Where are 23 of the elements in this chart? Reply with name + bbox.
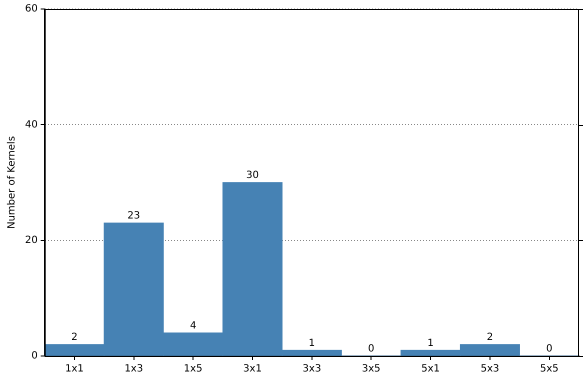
y-axis-title: Number of Kernels [6, 136, 18, 229]
x-tick-label: 1x3 [124, 364, 144, 375]
x-tick-label: 1x5 [184, 364, 202, 375]
data-label: 23 [127, 210, 140, 222]
y-tick-label: 0 [31, 350, 38, 362]
x-tick-label: 5x3 [480, 364, 500, 375]
x-tick-label: 1x1 [65, 364, 84, 375]
data-label: 0 [368, 344, 374, 355]
y-tick-label: 40 [24, 119, 38, 130]
y-tick-label: 60 [24, 4, 38, 15]
x-tick-label: 3x5 [362, 364, 381, 375]
y-tick-label: 20 [24, 234, 38, 246]
x-tick-label: 3x3 [302, 364, 322, 375]
x-tick-label: 5x5 [540, 364, 559, 375]
data-label: 1 [308, 338, 316, 349]
data-label: 2 [486, 332, 494, 344]
x-tick-label: 5x1 [421, 364, 440, 375]
data-label: 30 [246, 170, 259, 182]
data-label: 4 [190, 320, 196, 332]
x-tick-label: 3x1 [243, 364, 262, 375]
data-label: 2 [71, 332, 78, 344]
data-label: 0 [546, 344, 553, 355]
data-label: 1 [427, 338, 434, 349]
